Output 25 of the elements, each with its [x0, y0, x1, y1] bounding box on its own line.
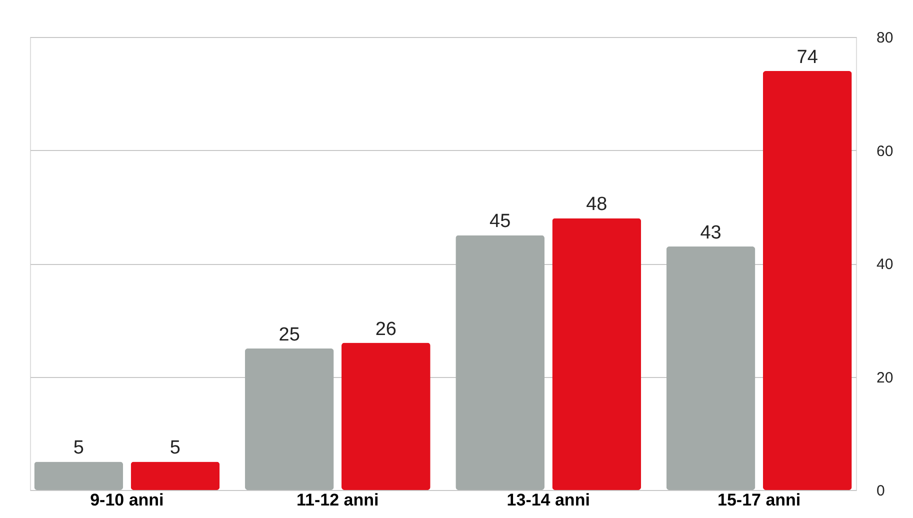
x-tick-label: 9-10 anni — [90, 490, 164, 510]
y-tick-label: 0 — [876, 482, 885, 500]
bar — [34, 462, 124, 490]
x-tick-label: 15-17 anni — [717, 490, 801, 510]
y-tick-label: 40 — [876, 256, 894, 273]
data-label: 43 — [700, 222, 722, 244]
x-tick-label: 11-12 anni — [296, 490, 379, 510]
data-label: 26 — [375, 318, 396, 340]
data-label: 48 — [586, 194, 608, 216]
y-tick-label: 20 — [876, 369, 894, 386]
bar — [244, 348, 334, 490]
bar — [552, 218, 642, 490]
bar — [666, 246, 756, 490]
bar — [456, 235, 544, 490]
data-label: 45 — [490, 211, 511, 232]
bar — [130, 462, 220, 490]
data-label: 5 — [73, 438, 84, 459]
data-label: 25 — [278, 324, 300, 346]
data-label: 5 — [170, 438, 181, 459]
data-label: 74 — [796, 46, 818, 68]
x-tick-label: 13-14 anni — [506, 490, 590, 510]
bar — [342, 342, 430, 490]
bar — [762, 70, 852, 490]
y-tick-label: 80 — [876, 30, 894, 46]
y-tick-label: 60 — [876, 142, 894, 160]
